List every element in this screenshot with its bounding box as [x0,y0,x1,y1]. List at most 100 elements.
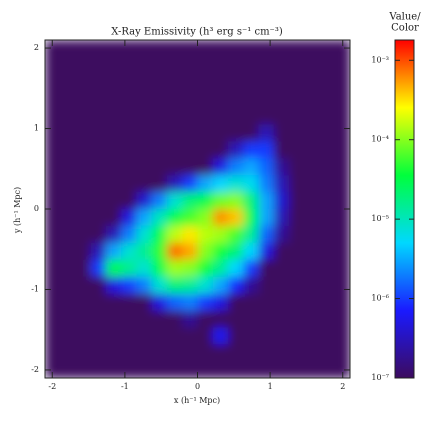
heat-cell [151,293,168,311]
heat-cell [319,225,336,244]
heat-cell [182,293,198,311]
heat-cell [334,192,350,210]
heat-cell [319,293,336,311]
heat-cell [45,175,61,193]
heat-cell [243,225,259,244]
heat-cell [304,327,320,345]
heat-cell [182,361,198,378]
heat-cell [258,158,275,176]
heat-cell [151,73,168,92]
heat-cell [243,141,259,159]
heat-cell [136,73,153,92]
heat-cell [151,344,168,362]
heat-cell [197,242,214,261]
heat-cell [334,107,350,125]
heat-cell [258,90,275,109]
heat-cell [243,242,259,261]
heat-cell [45,192,61,210]
heat-cell [45,327,61,345]
colorbar [394,39,415,379]
heat-cell [243,327,259,345]
heat-cell [228,344,244,362]
heat-cell [75,192,92,210]
heat-cell [75,124,92,142]
heat-cell [212,225,229,244]
heat-cell [167,259,183,278]
heat-cell [304,175,320,193]
heat-cell [151,40,168,58]
heat-cell [60,56,76,75]
heat-cell [273,124,290,142]
heat-cell [167,90,183,109]
heat-cell [228,124,244,142]
heat-cell [212,73,229,92]
heat-cell [60,40,76,58]
heat-cell [45,310,61,328]
heat-cell [60,158,76,176]
heat-cell [212,107,229,125]
heat-cell [304,293,320,311]
heat-cell [228,107,244,125]
heat-cell [136,327,153,345]
heat-cell [243,344,259,362]
heat-cell [334,158,350,176]
heat-cell [45,276,61,294]
heat-cell [90,107,107,125]
heat-cell [60,73,76,92]
heat-cell [289,327,305,345]
heat-cell [60,276,76,294]
heat-cell [60,293,76,311]
heat-cell [75,107,92,125]
heat-cell [197,90,214,109]
heat-cell [90,56,107,75]
heat-cell [136,141,153,159]
heat-cell [304,310,320,328]
heat-cell [121,310,137,328]
heat-cell [90,90,107,109]
heat-cell [273,259,290,278]
x-tick-label: -1 [121,382,129,391]
heat-cell [136,209,153,227]
heat-cell [273,158,290,176]
x-tick-label: 1 [268,382,273,391]
x-axis-label: x (h⁻¹ Mpc) [174,396,220,405]
heat-cell [228,310,244,328]
heat-cell [45,225,61,244]
heat-cell [60,259,76,278]
heat-cell [167,209,183,227]
heat-cell [334,124,350,142]
heat-cell [136,344,153,362]
heat-cell [228,293,244,311]
heat-cell [273,242,290,261]
heat-cell [182,192,198,210]
heat-cell [243,56,259,75]
heat-cell [90,344,107,362]
heat-cell [243,124,259,142]
heat-cell [121,175,137,193]
heat-cell [90,158,107,176]
heat-cell [106,124,122,142]
heat-cell [304,209,320,227]
heat-cell [182,344,198,362]
heat-cell [273,276,290,294]
colorbar-label: Color [391,23,419,34]
heat-cell [197,209,214,227]
heat-cell [60,175,76,193]
heat-cell [151,327,168,345]
heat-cell [121,361,137,378]
heatmap-cells [45,40,350,378]
heat-cell [334,209,350,227]
heat-cell [75,293,92,311]
heat-cell [121,73,137,92]
heat-cell [228,90,244,109]
heat-cell [243,361,259,378]
heat-cell [273,209,290,227]
heat-cell [75,158,92,176]
heat-cell [212,192,229,210]
heat-cell [106,327,122,345]
heat-cell [151,259,168,278]
heat-cell [167,327,183,345]
heat-cell [289,242,305,261]
heat-cell [90,73,107,92]
